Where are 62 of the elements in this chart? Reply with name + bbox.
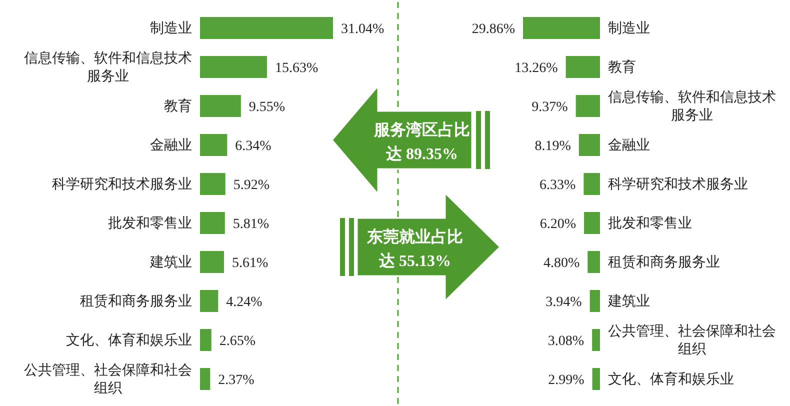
bar xyxy=(200,134,228,156)
data-label: 9.37% xyxy=(532,100,568,115)
text: 服务湾区占比达 89.35% xyxy=(373,120,470,163)
bar xyxy=(200,173,226,195)
y-tick-label: 建筑业 xyxy=(607,294,650,310)
y-tick-label: 文化、体育和娱乐业 xyxy=(66,332,192,348)
y-tick-label: 文化、体育和娱乐业 xyxy=(608,370,734,388)
y-tick-label: 公共管理、社会保障和社会组织 xyxy=(608,324,776,358)
y-tick-label: 科学研究和技术服务业 xyxy=(52,176,192,192)
y-tick-label: 批发和零售业 xyxy=(108,216,192,232)
data-label: 2.65% xyxy=(219,334,256,349)
data-label: 4.24% xyxy=(226,295,263,310)
data-label: 2.37% xyxy=(218,373,255,388)
bar xyxy=(200,212,225,234)
y-tick-label: 制造业 xyxy=(150,20,192,36)
y-tick-label: 公共管理、社会保障和社会组织 xyxy=(24,362,192,396)
data-label: 13.26% xyxy=(514,61,558,76)
data-label: 8.19% xyxy=(534,139,572,154)
y-tick-label: 教育 xyxy=(164,98,192,114)
y-tick-label: 批发和零售业 xyxy=(608,216,692,232)
bar xyxy=(200,368,210,390)
bar xyxy=(578,134,600,156)
data-label: 5.81% xyxy=(232,217,270,232)
y-tick-label: 建筑业 xyxy=(149,254,192,270)
y-tick-label: 金融业 xyxy=(608,138,650,154)
data-label: 6.33% xyxy=(540,178,576,193)
data-label: 6.20% xyxy=(540,217,576,232)
data-label: 3.94% xyxy=(546,295,582,310)
bar xyxy=(592,368,600,390)
y-tick-label: 教育 xyxy=(608,58,636,76)
y-tick-label: 金融业 xyxy=(150,138,192,154)
bar xyxy=(200,329,212,351)
y-tick-label: 科学研究和技术服务业 xyxy=(608,176,748,192)
y-tick-label: 信息传输、软件和信息技术服务业 xyxy=(24,50,192,84)
text: 东莞就业占比达 55.13% xyxy=(366,228,463,270)
data-label: 6.34% xyxy=(235,139,272,154)
bar xyxy=(590,290,600,312)
data-label: 9.55% xyxy=(248,100,286,115)
data-label: 31.04% xyxy=(341,22,384,37)
data-label: 5.92% xyxy=(233,178,270,193)
bar xyxy=(584,212,600,234)
bar xyxy=(576,95,600,117)
bar xyxy=(588,251,600,273)
data-label: 3.08% xyxy=(548,334,584,349)
bar xyxy=(523,17,600,39)
bar xyxy=(592,329,600,351)
bar xyxy=(200,56,267,78)
y-tick-label: 制造业 xyxy=(608,20,650,36)
bar xyxy=(200,95,241,117)
y-tick-label: 信息传输、软件和信息技术服务业 xyxy=(608,90,776,124)
y-tick-label: 租赁和商务服务业 xyxy=(80,294,192,310)
bar xyxy=(200,290,218,312)
y-tick-label: 租赁和商务服务业 xyxy=(608,254,720,270)
data-label: 15.63% xyxy=(274,61,318,76)
bar xyxy=(584,173,600,195)
bar xyxy=(566,56,600,78)
bar xyxy=(200,17,333,39)
data-label: 4.80% xyxy=(543,256,580,271)
bar xyxy=(200,251,224,273)
data-label: 5.61% xyxy=(232,256,269,271)
data-label: 2.99% xyxy=(548,373,585,388)
data-label: 29.86% xyxy=(472,22,516,37)
